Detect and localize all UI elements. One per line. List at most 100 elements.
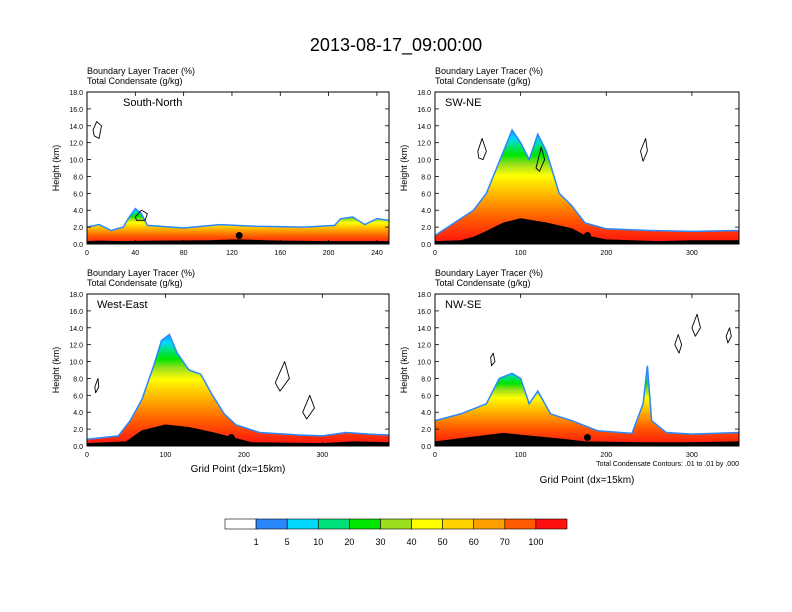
tracer-edge xyxy=(87,333,389,440)
colorbar-label: 30 xyxy=(375,537,385,547)
panel-title: SW-NE xyxy=(445,97,481,109)
y-tick-label: 16.0 xyxy=(69,309,83,316)
panel-header-line1: Boundary Layer Tracer (%) xyxy=(435,268,543,278)
plot-area xyxy=(435,313,739,446)
location-marker xyxy=(235,232,243,240)
chart-panel-top-right: Boundary Layer Tracer (%)Total Condensat… xyxy=(399,66,740,257)
y-tick-label: 14.0 xyxy=(69,124,83,131)
colorbar-label: 50 xyxy=(438,537,448,547)
colorbar-box xyxy=(286,518,319,530)
x-tick-label: 200 xyxy=(323,250,335,257)
chart-panel-bottom-left: Boundary Layer Tracer (%)Total Condensat… xyxy=(51,268,390,475)
y-axis-label: Height (km) xyxy=(51,347,61,394)
plot-area xyxy=(87,121,389,244)
tracer-edge xyxy=(87,207,389,232)
plot-frame xyxy=(434,293,740,447)
colorbar-label: 20 xyxy=(344,537,354,547)
condensate-contour xyxy=(477,137,487,161)
colorbar-box xyxy=(255,518,288,530)
x-tick-label: 40 xyxy=(131,250,139,257)
tracer-edge xyxy=(435,128,739,237)
colorbar-label: 10 xyxy=(313,537,323,547)
x-tick-label: 300 xyxy=(686,452,698,459)
colorbar-label: 70 xyxy=(500,537,510,547)
plot-frame xyxy=(434,91,740,245)
condensate-contour xyxy=(674,334,683,354)
condensate-contour xyxy=(302,394,315,420)
colorbar-box xyxy=(317,518,350,530)
y-tick-label: 16.0 xyxy=(69,107,83,114)
x-tick-label: 200 xyxy=(600,250,612,257)
y-tick-label: 14.0 xyxy=(69,326,83,333)
y-tick-label: 0.0 xyxy=(73,444,83,451)
terrain xyxy=(435,432,739,446)
plot-area xyxy=(87,333,389,446)
x-tick-label: 0 xyxy=(85,250,89,257)
location-marker xyxy=(583,232,591,240)
colorbar-box xyxy=(411,518,443,530)
panel-header-line1: Boundary Layer Tracer (%) xyxy=(435,66,543,76)
x-tick-label: 0 xyxy=(85,452,89,459)
x-tick-label: 100 xyxy=(515,250,527,257)
x-axis-label: Grid Point (dx=15km) xyxy=(191,464,286,475)
y-tick-label: 8.0 xyxy=(73,174,83,181)
y-tick-label: 10.0 xyxy=(69,158,83,165)
panel-title: NW-SE xyxy=(445,299,481,311)
tracer-plume xyxy=(87,208,389,244)
y-tick-label: 8.0 xyxy=(421,174,431,181)
y-tick-label: 4.0 xyxy=(73,410,83,417)
tracer-plume xyxy=(435,365,739,446)
colorbar-box xyxy=(473,518,506,530)
location-marker xyxy=(583,434,591,442)
y-tick-label: 16.0 xyxy=(417,309,431,316)
y-tick-label: 4.0 xyxy=(421,208,431,215)
x-tick-label: 300 xyxy=(316,452,328,459)
y-tick-label: 12.0 xyxy=(69,141,83,148)
y-tick-label: 2.0 xyxy=(73,427,83,434)
condensate-contour xyxy=(490,352,496,367)
x-tick-label: 120 xyxy=(226,250,238,257)
terrain xyxy=(435,218,739,244)
colorbar-box xyxy=(442,518,475,530)
condensate-contour xyxy=(535,146,546,172)
x-tick-label: 240 xyxy=(371,250,383,257)
condensate-contour xyxy=(640,137,648,162)
condensate-contour xyxy=(691,313,701,337)
colorbar-label: 1 xyxy=(254,537,259,547)
condensate-contour xyxy=(725,327,732,344)
panel-header-line2: Total Condensate (g/kg) xyxy=(435,278,531,288)
colorbar-box xyxy=(504,518,537,530)
x-tick-label: 80 xyxy=(180,250,188,257)
x-tick-label: 0 xyxy=(433,452,437,459)
condensate-contour xyxy=(94,377,100,394)
y-tick-label: 4.0 xyxy=(73,208,83,215)
x-tick-label: 0 xyxy=(433,250,437,257)
y-tick-label: 12.0 xyxy=(69,343,83,350)
colorbar-label: 100 xyxy=(528,537,543,547)
terrain xyxy=(87,239,389,244)
x-tick-label: 200 xyxy=(600,452,612,459)
y-tick-label: 4.0 xyxy=(421,410,431,417)
y-tick-label: 18.0 xyxy=(417,292,431,299)
y-tick-label: 14.0 xyxy=(417,326,431,333)
colorbar: 1 5 10 20 30 40 50 60 70 100 xyxy=(224,518,568,547)
colorbar-box xyxy=(349,518,381,530)
y-tick-label: 18.0 xyxy=(69,292,83,299)
condensate-contour xyxy=(134,209,148,221)
x-tick-label: 100 xyxy=(160,452,172,459)
y-tick-label: 10.0 xyxy=(417,158,431,165)
y-tick-label: 2.0 xyxy=(73,225,83,232)
y-tick-label: 18.0 xyxy=(69,90,83,97)
plot-area xyxy=(435,128,739,244)
condensate-contour xyxy=(92,121,102,139)
y-tick-label: 8.0 xyxy=(73,376,83,383)
panel-title: West-East xyxy=(97,299,148,311)
y-tick-label: 6.0 xyxy=(421,393,431,400)
panel-title: South-North xyxy=(123,97,182,109)
y-tick-label: 0.0 xyxy=(421,242,431,249)
y-tick-label: 10.0 xyxy=(69,360,83,367)
y-tick-label: 6.0 xyxy=(73,393,83,400)
colorbar-box xyxy=(224,518,257,530)
tracer-edge xyxy=(435,365,739,435)
